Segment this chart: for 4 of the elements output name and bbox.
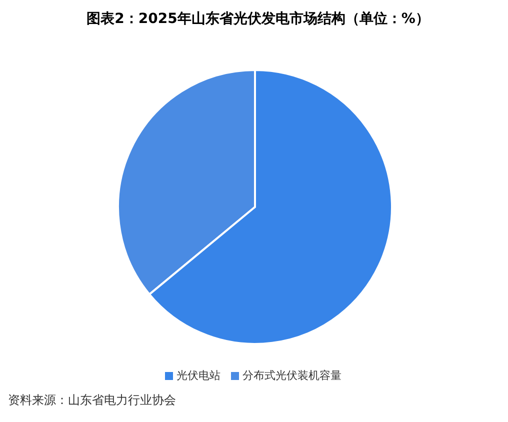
legend-label: 分布式光伏装机容量: [242, 369, 342, 382]
legend-label: 光伏电站: [176, 369, 220, 382]
chart-title: 图表2：2025年山东省光伏发电市场结构（单位：%）: [86, 10, 430, 29]
text: 资料来源：山东省电力行业协会: [8, 392, 176, 409]
